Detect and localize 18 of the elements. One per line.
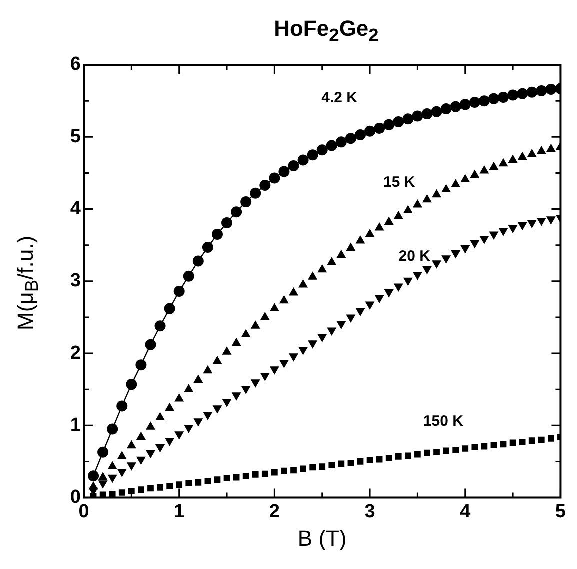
x-tick-label: 5	[555, 501, 566, 522]
series-label: 15 K	[384, 174, 416, 191]
x-tick-label: 2	[269, 501, 280, 522]
chart-title: HoFe$_{2}$Ge$_{2}$	[273, 16, 380, 46]
y-tick-label: 5	[70, 126, 82, 148]
y-tick-label: 1	[70, 414, 82, 436]
y-tick-label: 4	[70, 198, 82, 220]
x-axis-title: B (T)	[298, 526, 347, 551]
x-tick-label: 3	[364, 501, 376, 522]
y-tick-label: 6	[70, 54, 81, 76]
legend-label: 4.2 K	[322, 89, 358, 106]
series-label: 20 K	[398, 248, 431, 266]
x-tick-label: 1	[174, 501, 186, 522]
series-label: 150 K	[423, 413, 464, 430]
y-tick-label: 3	[70, 270, 81, 292]
y-tick-label: 2	[70, 342, 81, 364]
y-tick-label: 0	[70, 487, 81, 508]
x-tick-label: 4	[460, 501, 472, 522]
